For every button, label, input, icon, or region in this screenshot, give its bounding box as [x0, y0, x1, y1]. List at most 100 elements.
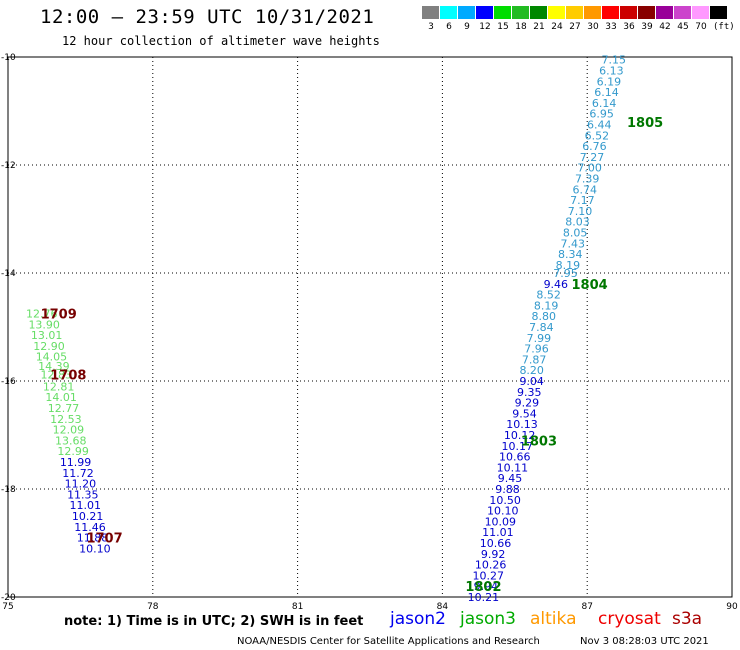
colorbar-label: 18 — [515, 22, 527, 32]
wave-height-value: 7.87 — [522, 353, 547, 366]
wave-height-value: 9.92 — [481, 548, 506, 561]
wave-height-value: 11.88 — [77, 532, 109, 545]
colorbar-swatch — [584, 6, 602, 19]
wave-height-value: 6.14 — [592, 97, 617, 110]
time-label: 1709 — [41, 308, 77, 323]
wave-height-value: 7.84 — [529, 321, 554, 334]
colorbar-swatch — [566, 6, 584, 19]
wave-height-value: 10.26 — [475, 559, 507, 572]
y-tick-label: -12 — [1, 161, 16, 171]
wave-height-value: 9.88 — [495, 483, 520, 496]
wave-height-value: 10.27 — [473, 569, 505, 582]
wave-height-value: 10.66 — [480, 537, 512, 550]
colorbar-swatch — [692, 6, 710, 19]
colorbar-label: 24 — [551, 22, 563, 32]
colorbar-label: 3 — [428, 22, 434, 32]
colorbar-label: 45 — [677, 22, 689, 32]
colorbar-swatch — [674, 6, 692, 19]
wave-height-value: 8.03 — [565, 216, 590, 229]
wave-height-value: 12.83 — [41, 369, 73, 382]
footer-credit: NOAA/NESDIS Center for Satellite Applica… — [237, 636, 540, 647]
wave-height-value: 7.10 — [568, 205, 593, 218]
wave-height-value: 9.35 — [517, 386, 542, 399]
time-label: 1805 — [627, 116, 663, 131]
wave-height-value: 8.19 — [556, 259, 581, 272]
colorbar-swatch — [494, 6, 512, 19]
wave-height-value: 8.80 — [532, 310, 557, 323]
wave-height-value: 12.53 — [50, 413, 82, 426]
colorbar-swatch — [458, 6, 476, 19]
x-tick-label: 90 — [726, 602, 738, 612]
wave-height-value: 8.52 — [536, 289, 561, 302]
wave-height-value: 11.35 — [67, 488, 99, 501]
x-tick-label: 87 — [581, 602, 592, 612]
colorbar-swatch — [422, 6, 440, 19]
wave-height-value: 12.99 — [57, 445, 89, 458]
wave-height-value: 10.13 — [506, 418, 538, 431]
colorbar-label: 70 — [695, 22, 707, 32]
legend-cryosat: cryosat — [598, 609, 661, 629]
wave-height-value: 11.20 — [65, 478, 97, 491]
wave-height-value: 7.96 — [524, 343, 549, 356]
wave-height-value: 10.66 — [499, 451, 531, 464]
wave-height-value: 14.39 — [38, 360, 70, 373]
x-tick-label: 75 — [2, 602, 13, 612]
wave-height-value: 13.68 — [55, 434, 87, 447]
colorbar-label: 30 — [587, 22, 599, 32]
legend-s3a: s3a — [672, 609, 703, 629]
time-label: 1707 — [86, 532, 122, 547]
wave-height-value: 9.94 — [474, 580, 499, 593]
colorbar-swatch — [476, 6, 494, 19]
wave-height-value: 7.15 — [601, 54, 626, 67]
wave-height-value: 9.04 — [519, 375, 544, 388]
wave-height-value: 6.19 — [597, 75, 622, 88]
colorbar-swatch — [656, 6, 674, 19]
time-label: 1708 — [50, 369, 86, 384]
x-tick-label: 78 — [147, 602, 159, 612]
wave-height-value: 7.39 — [575, 173, 600, 186]
colorbar-swatch — [710, 6, 728, 19]
legend-jason2: jason2 — [390, 609, 446, 629]
colorbar-label: 6 — [446, 22, 452, 32]
color-scale-units: (ft) — [713, 22, 735, 32]
wave-height-value: 10.10 — [487, 505, 519, 518]
wave-height-value: 12.81 — [43, 380, 75, 393]
colorbar-swatch — [548, 6, 566, 19]
wave-height-value: 6.13 — [599, 65, 624, 78]
wave-height-value: 7.00 — [577, 162, 602, 175]
wave-height-value: 6.14 — [594, 86, 619, 99]
wave-height-value: 9.29 — [515, 397, 540, 410]
colorbar-swatch — [602, 6, 620, 19]
wave-height-value: 10.21 — [72, 510, 104, 523]
wave-height-value: 8.34 — [558, 248, 583, 261]
wave-height-value: 11.72 — [62, 467, 94, 480]
wave-height-value: 8.19 — [534, 299, 559, 312]
wave-height-value: 7.99 — [527, 332, 552, 345]
y-tick-label: -18 — [1, 485, 16, 495]
colorbar-label: 33 — [605, 22, 617, 32]
time-label: 1804 — [572, 278, 608, 293]
wave-height-value: 12.77 — [48, 402, 80, 415]
wave-height-value: 11.46 — [74, 521, 106, 534]
wave-height-value: 6.74 — [573, 183, 598, 196]
wave-height-value: 7.17 — [570, 194, 595, 207]
wave-height-value: 7.95 — [553, 267, 578, 280]
wave-height-value: 9.45 — [498, 472, 523, 485]
wave-height-value: 13.90 — [28, 318, 60, 331]
wave-height-value: 14.05 — [36, 351, 68, 364]
plot-frame — [7, 56, 733, 598]
wave-height-value: 10.17 — [501, 440, 533, 453]
time-label: 1803 — [521, 434, 557, 449]
wave-height-value: 6.76 — [582, 140, 607, 153]
footer-note: note: 1) Time is in UTC; 2) SWH is in fe… — [64, 614, 364, 629]
colorbar-label: 36 — [623, 22, 635, 32]
wave-height-value: 8.20 — [519, 364, 544, 377]
colorbar-swatch — [620, 6, 638, 19]
legend-jason3: jason3 — [460, 609, 516, 629]
y-tick-label: -16 — [1, 377, 16, 387]
x-tick-label: 81 — [292, 602, 303, 612]
y-tick-label: -14 — [1, 269, 16, 279]
colorbar-label: 21 — [533, 22, 545, 32]
wave-height-value: 10.10 — [79, 542, 111, 555]
